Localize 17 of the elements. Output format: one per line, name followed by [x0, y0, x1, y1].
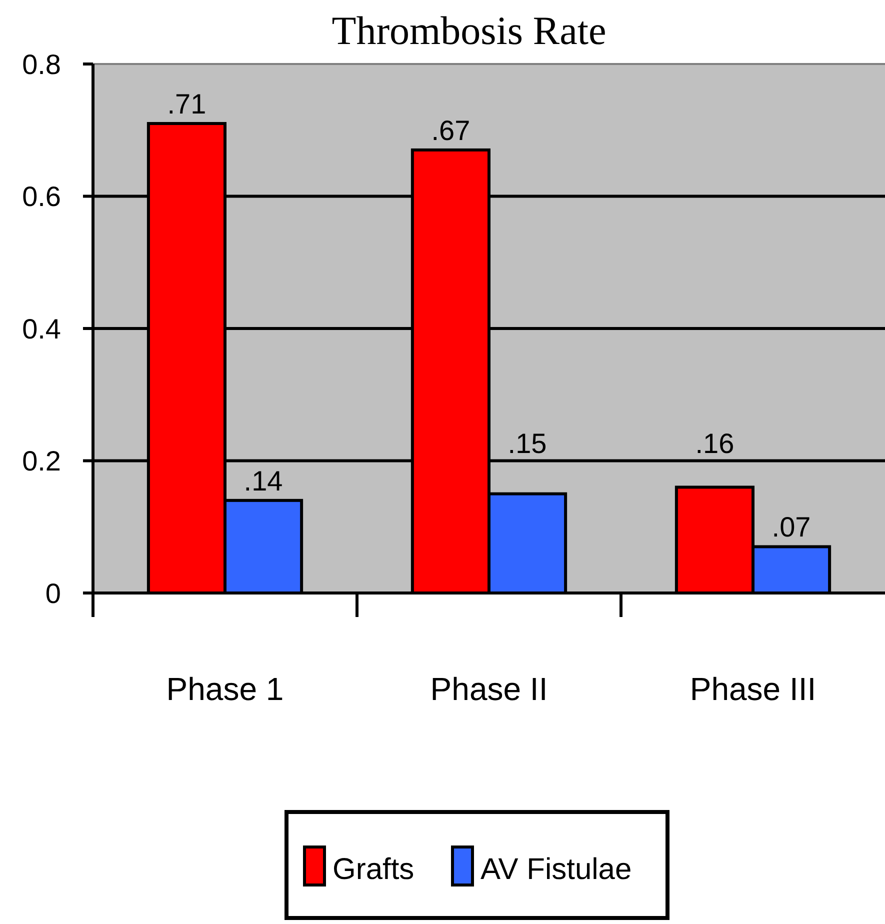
y-tick-label: 0.2	[22, 446, 61, 477]
data-label: .16	[695, 428, 734, 459]
data-label: .07	[772, 512, 811, 543]
data-label: .15	[508, 428, 547, 459]
x-tick-label: Phase III	[690, 671, 816, 707]
y-tick-label: 0.8	[22, 48, 61, 80]
x-tick-label: Phase 1	[166, 671, 284, 707]
data-label: .67	[431, 114, 470, 146]
legend-label: AV Fistulae	[480, 853, 632, 886]
data-label: .14	[244, 465, 283, 496]
y-tick-label: 0.4	[22, 313, 61, 344]
data-label: .71	[167, 88, 206, 120]
y-tick-label: 0	[45, 578, 61, 609]
y-tick-label: 0.6	[22, 181, 61, 212]
chart-title: Thrombosis Rate	[332, 8, 606, 53]
legend-label: Grafts	[332, 853, 414, 886]
x-tick-label: Phase II	[430, 671, 548, 707]
